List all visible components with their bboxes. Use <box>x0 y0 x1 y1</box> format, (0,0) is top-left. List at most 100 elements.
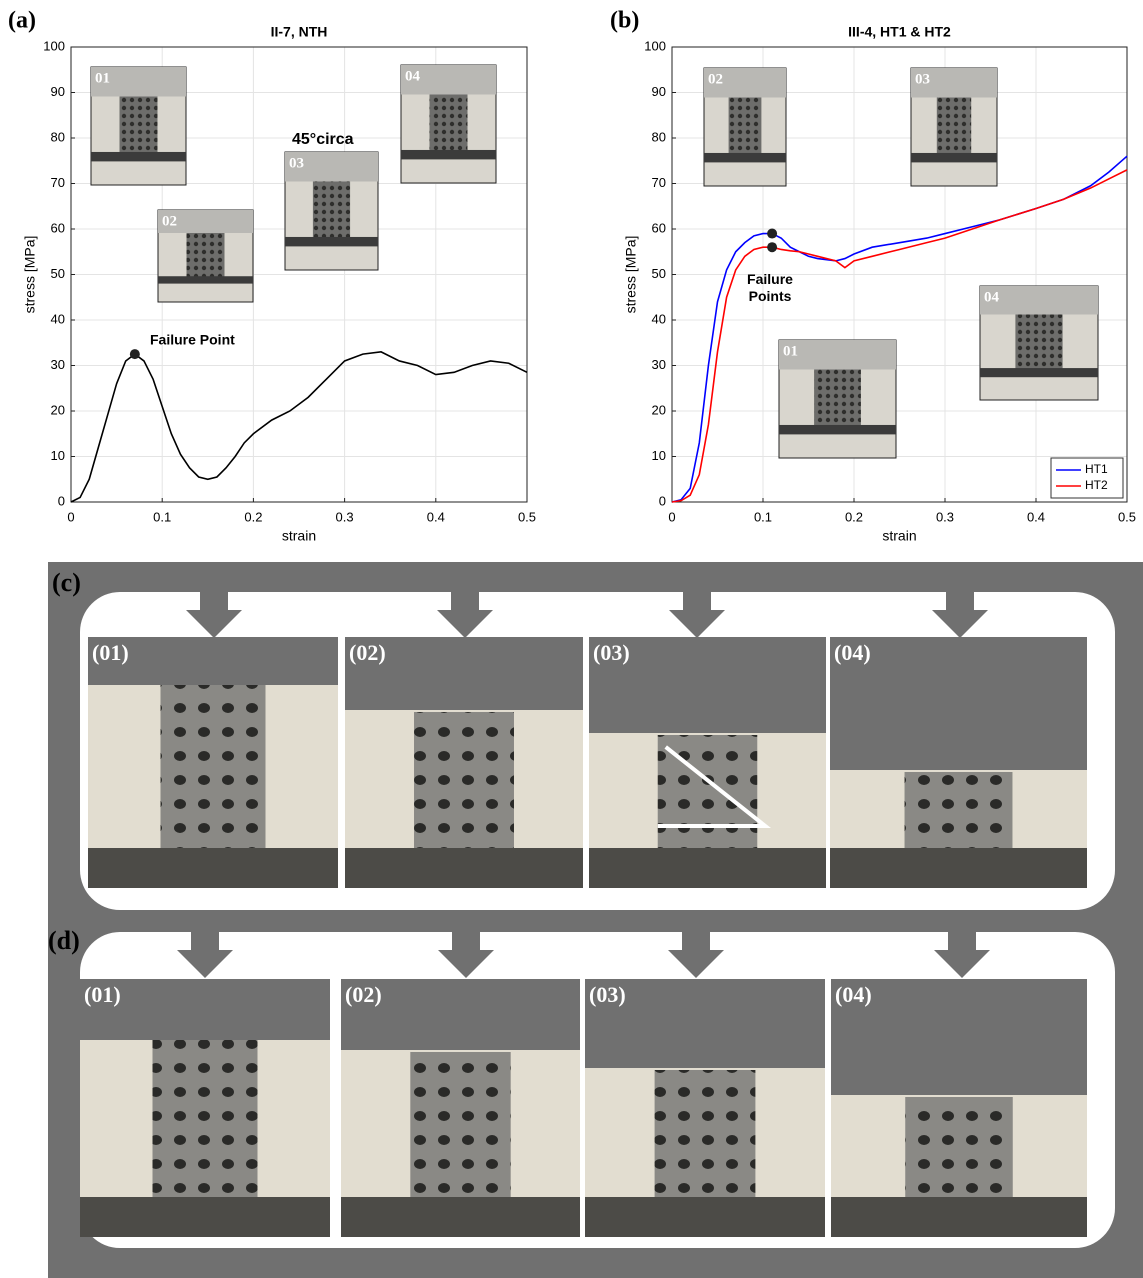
y-tick-label: 70 <box>652 175 666 190</box>
sample <box>414 712 514 848</box>
sample <box>655 1070 756 1197</box>
frame-label: (01) <box>84 982 121 1007</box>
sample <box>410 1052 510 1197</box>
inset-photo: 01 <box>779 340 896 458</box>
annotation: 45°circa <box>292 131 354 148</box>
base-plate <box>341 1197 580 1237</box>
inset-label: 02 <box>708 71 723 87</box>
sample <box>161 685 266 848</box>
inset-label: 01 <box>783 343 798 359</box>
inset-photo: 03 <box>285 152 378 270</box>
x-tick-label: 0 <box>668 509 675 524</box>
y-tick-label: 80 <box>51 129 65 144</box>
photo-frame: (04) <box>830 637 1087 888</box>
x-tick-label: 0.5 <box>1118 509 1136 524</box>
photo-frame: (02) <box>341 979 580 1237</box>
sample <box>187 233 225 279</box>
y-tick-label: 60 <box>652 220 666 235</box>
x-axis-label: strain <box>282 528 316 544</box>
y-tick-label: 60 <box>51 220 65 235</box>
frame-label: (01) <box>92 640 129 665</box>
base-plate <box>585 1197 825 1237</box>
x-tick-label: 0.2 <box>845 509 863 524</box>
inset-photo: 02 <box>704 68 786 186</box>
sample <box>814 370 861 429</box>
y-tick-label: 80 <box>652 129 666 144</box>
y-tick-label: 30 <box>652 357 666 372</box>
y-tick-label: 0 <box>659 493 666 508</box>
inset-photo: 04 <box>980 286 1098 400</box>
x-tick-label: 0.5 <box>518 509 536 524</box>
y-axis-label: stress [MPa] <box>623 236 639 314</box>
base <box>911 153 997 162</box>
photo-frame: (02) <box>345 637 583 888</box>
photo-frame: (04) <box>831 979 1087 1237</box>
legend-label: HT2 <box>1085 478 1108 492</box>
annotation: Failure Point <box>150 332 235 348</box>
y-tick-label: 90 <box>652 84 666 99</box>
y-tick-label: 70 <box>51 175 65 190</box>
base <box>704 153 786 162</box>
failure-point <box>767 242 777 252</box>
frame-label: (04) <box>834 640 871 665</box>
inset-photo: 03 <box>911 68 997 186</box>
x-tick-label: 0.4 <box>427 509 445 524</box>
base-plate <box>88 848 338 888</box>
y-tick-label: 40 <box>652 311 666 326</box>
x-tick-label: 0.4 <box>1027 509 1045 524</box>
y-tick-label: 10 <box>652 448 666 463</box>
x-tick-label: 0.1 <box>153 509 171 524</box>
base-plate <box>830 848 1087 888</box>
x-axis-label: strain <box>882 528 916 544</box>
y-tick-label: 30 <box>51 357 65 372</box>
photo-frame: (03) <box>585 979 825 1237</box>
photo-frame: (03) <box>589 637 826 888</box>
base <box>91 152 186 161</box>
inset-label: 04 <box>984 289 1000 305</box>
inset-photo: 01 <box>91 67 186 185</box>
inset-label: 02 <box>162 213 177 229</box>
inset-label: 04 <box>405 68 421 84</box>
photo-frame: (01) <box>80 979 330 1237</box>
y-axis-label: stress [MPa] <box>22 236 38 314</box>
inset-label: 01 <box>95 70 110 86</box>
y-tick-label: 100 <box>644 38 666 53</box>
y-tick-label: 20 <box>51 402 65 417</box>
sample <box>430 95 468 154</box>
failure-point <box>130 349 140 359</box>
y-tick-label: 20 <box>652 402 666 417</box>
y-tick-label: 100 <box>43 38 65 53</box>
chart-title: II-7, NTH <box>271 24 328 40</box>
y-tick-label: 90 <box>51 84 65 99</box>
inset-photo: 02 <box>158 210 253 302</box>
x-tick-label: 0.1 <box>754 509 772 524</box>
legend-label: HT1 <box>1085 462 1108 476</box>
frame-label: (02) <box>345 982 382 1007</box>
frame-label: (04) <box>835 982 872 1007</box>
sample <box>937 98 971 157</box>
sample <box>1015 315 1062 372</box>
base-plate <box>589 848 826 888</box>
frame-label: (03) <box>593 640 630 665</box>
inset-label: 03 <box>915 71 930 87</box>
x-tick-label: 0.3 <box>936 509 954 524</box>
y-tick-label: 40 <box>51 311 65 326</box>
sample <box>905 1097 1013 1197</box>
y-tick-label: 50 <box>51 266 65 281</box>
chart-title: III-4, HT1 & HT2 <box>848 24 951 40</box>
base-plate <box>831 1197 1087 1237</box>
sample <box>313 182 350 241</box>
y-tick-label: 10 <box>51 448 65 463</box>
base <box>401 150 496 159</box>
x-tick-label: 0.3 <box>336 509 354 524</box>
sample <box>905 772 1013 848</box>
base <box>980 368 1098 377</box>
inset-label: 03 <box>289 155 304 171</box>
x-tick-label: 0.2 <box>244 509 262 524</box>
y-tick-label: 0 <box>58 493 65 508</box>
base-plate <box>345 848 583 888</box>
page: (a)(b)(c)(d)010203040506070809010000.10.… <box>0 0 1143 1278</box>
panel-label: (b) <box>610 8 639 34</box>
base <box>158 276 253 283</box>
